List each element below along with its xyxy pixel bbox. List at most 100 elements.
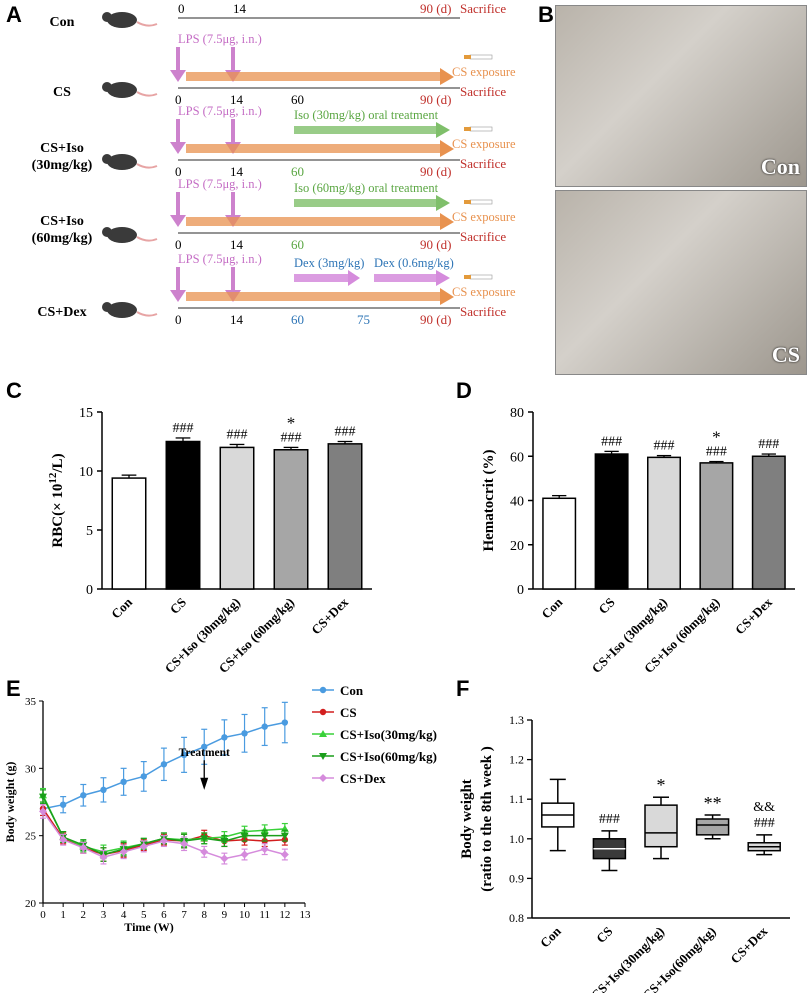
tick-label: 14 (230, 237, 244, 252)
tick-label: 90 (d) (420, 1, 451, 16)
y-tick-label: 1.2 (509, 753, 524, 767)
mouse-head-icon (102, 302, 112, 312)
lps-arrow (170, 119, 186, 154)
mouse-tail-icon (136, 163, 158, 169)
legend-label: CS (340, 705, 357, 720)
dex-arrow-2-head (436, 270, 450, 286)
mouse-body-icon (107, 227, 137, 243)
significance-star: * (712, 428, 721, 447)
y-tick-label: 5 (86, 524, 93, 539)
x-tick-label: CS+Dex (308, 594, 351, 637)
data-point (180, 839, 189, 848)
significance-label: ### (754, 816, 775, 831)
mouse-tail-icon (136, 21, 158, 27)
group-label: CS+Dex (37, 305, 86, 320)
lps-label: LPS (7.5μg, i.n.) (178, 177, 262, 191)
significance-label: ### (173, 421, 194, 436)
tick-label: 60 (291, 164, 304, 179)
y-axis-label: RBC(× 1012/L) (47, 453, 66, 547)
panel-label-d: D (456, 378, 472, 403)
data-point (39, 807, 47, 816)
box (644, 804, 678, 848)
cigarette-icon (469, 54, 493, 60)
group-label: (60mg/kg) (32, 231, 93, 246)
legend-marker (319, 686, 327, 694)
x-tick-label: Con (108, 594, 135, 621)
bar (165, 440, 201, 590)
group-label: Con (50, 15, 75, 30)
group-label: CS (53, 85, 71, 100)
tick-label: 90 (d) (420, 312, 451, 327)
mouse-head-icon (102, 82, 112, 92)
y-tick-label: 40 (510, 495, 524, 510)
tick-label: 60 (291, 237, 304, 252)
mouse-body-icon (107, 302, 137, 318)
iso-arrow-head (436, 122, 450, 138)
dex-arrow-2 (374, 274, 436, 282)
tick-label: 14 (233, 1, 247, 16)
data-point (79, 843, 88, 852)
timeline-schematic: Con 0 14 90 (d) Sacrifice CS LPS (7.5μg, i.n.)… (32, 1, 516, 327)
data-point (220, 854, 229, 863)
data-point (280, 832, 289, 840)
iso-treatment-label: Iso (30mg/kg) oral treatment (294, 108, 439, 122)
y-tick-label: 15 (79, 406, 93, 421)
x-tick-label: 8 (201, 909, 207, 921)
y-axis-label: Body weight (459, 779, 475, 859)
x-tick-label: 13 (300, 909, 312, 921)
x-tick-label: CS (593, 924, 615, 946)
mouse-tail-icon (136, 311, 158, 317)
data-point (221, 734, 228, 741)
mouse-head-icon (102, 12, 112, 22)
cs-exposure-label: CS exposure (452, 137, 516, 151)
y-tick-label: 60 (510, 450, 524, 465)
y-tick-label: 10 (79, 465, 93, 480)
bar (647, 456, 681, 590)
bar (111, 477, 147, 590)
x-tick-label: Con (538, 594, 565, 621)
significance-label: ### (227, 427, 248, 442)
mouse-body-icon (107, 154, 137, 170)
data-point (200, 835, 209, 843)
photo-cs-mouse: CS (555, 190, 807, 375)
x-tick-label: CS+Dex (732, 594, 775, 637)
x-tick-label: 10 (239, 909, 251, 921)
data-point (80, 792, 87, 799)
photo-label-con: Con (760, 154, 800, 179)
cigarette-icon (469, 274, 493, 280)
data-point (119, 847, 128, 856)
cigarette-filter-icon (464, 55, 471, 59)
mouse-body-icon (107, 82, 137, 98)
sacrifice-label: Sacrifice (460, 84, 506, 99)
lps-label: LPS (7.5μg, i.n.) (178, 252, 262, 266)
significance-star: * (287, 413, 296, 432)
significance-label: ### (335, 425, 356, 440)
y-tick-label: 0.9 (509, 871, 524, 885)
data-point (100, 786, 107, 794)
x-tick-label: 5 (141, 909, 147, 921)
cigarette-filter-icon (464, 275, 471, 279)
x-tick-label: 0 (40, 909, 46, 921)
y-axis-label: Body weight (g) (3, 762, 17, 843)
sacrifice-label: Sacrifice (460, 156, 506, 171)
panel-label-f: F (456, 676, 470, 701)
sacrifice-label: Sacrifice (460, 229, 506, 244)
bar (542, 497, 577, 590)
significance-label: ### (758, 437, 779, 452)
x-tick-label: CS+Dex (727, 923, 770, 966)
bar (751, 455, 786, 590)
legend-marker (319, 708, 327, 716)
data-point (280, 850, 289, 859)
y-tick-label: 25 (25, 831, 37, 843)
y-tick-label: 20 (510, 539, 524, 554)
x-tick-label: CS (167, 595, 189, 617)
y-tick-label: 35 (25, 696, 37, 708)
data-point (160, 761, 168, 768)
legend-marker (319, 774, 327, 782)
data-point (180, 751, 188, 759)
sacrifice-label: Sacrifice (460, 1, 506, 16)
mouse-body-icon (107, 12, 137, 28)
legend-label: CS+Dex (340, 771, 386, 786)
